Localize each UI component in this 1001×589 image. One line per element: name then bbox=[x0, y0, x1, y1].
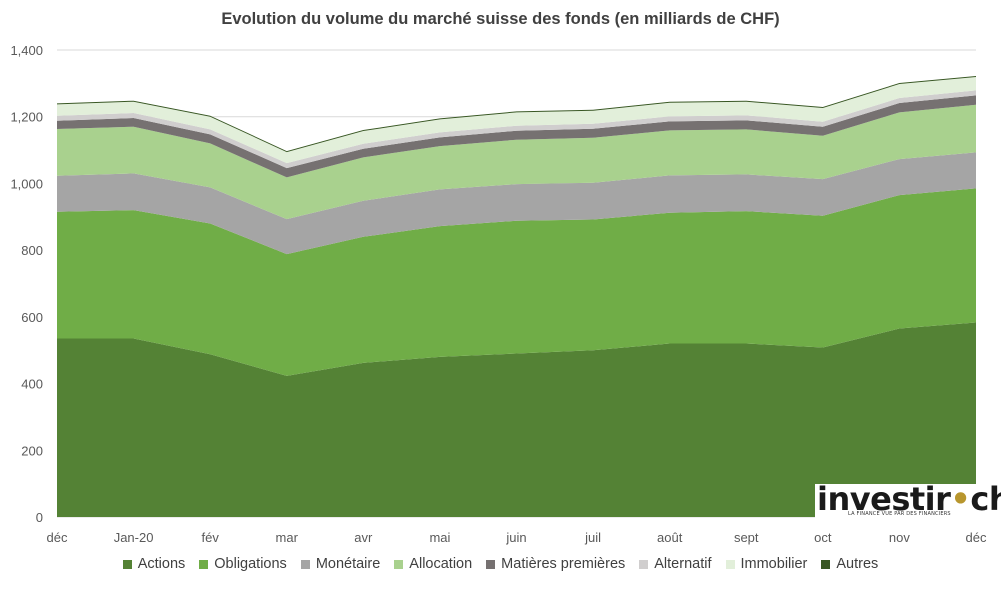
legend-label: Monétaire bbox=[315, 556, 381, 572]
x-tick-label: juin bbox=[505, 530, 526, 545]
y-tick-label: 1,200 bbox=[10, 110, 43, 125]
legend-item: Allocation bbox=[394, 556, 472, 572]
legend-swatch bbox=[725, 559, 735, 569]
legend-swatch bbox=[300, 559, 310, 569]
area-monetaire bbox=[57, 152, 976, 255]
y-tick-label: 1,000 bbox=[10, 176, 43, 191]
x-tick-label: août bbox=[657, 530, 683, 545]
legend-label: Matières premières bbox=[501, 556, 626, 572]
legend-item: Autres bbox=[821, 556, 878, 572]
y-tick-label: 400 bbox=[21, 377, 43, 392]
x-tick-label: Jan-20 bbox=[114, 530, 154, 545]
x-tick-label: déc bbox=[966, 530, 987, 545]
x-tick-label: mar bbox=[276, 530, 299, 545]
x-tick-label: sept bbox=[734, 530, 759, 545]
legend-swatch bbox=[394, 559, 404, 569]
legend-label: Actions bbox=[137, 556, 186, 572]
area-actions bbox=[57, 322, 976, 517]
x-tick-label: oct bbox=[814, 530, 832, 545]
legend-swatch bbox=[639, 559, 649, 569]
legend-swatch bbox=[199, 559, 209, 569]
investir-logo: investir•ch LA FINANCE VUE PAR DES FINAN… bbox=[815, 480, 1001, 520]
legend-swatch bbox=[821, 559, 831, 569]
y-tick-label: 0 bbox=[36, 510, 43, 525]
chart-legend: Actions Obligations Monétaire Allocation Mat… bbox=[0, 556, 1001, 572]
x-tick-label: juil bbox=[584, 530, 601, 545]
x-tick-label: fév bbox=[201, 530, 219, 545]
legend-item: Immobilier bbox=[725, 556, 808, 572]
x-tick-label: nov bbox=[889, 530, 910, 545]
legend-swatch bbox=[122, 559, 132, 569]
legend-label: Autres bbox=[836, 556, 879, 572]
y-tick-label: 800 bbox=[21, 243, 43, 258]
area-immobilier bbox=[57, 77, 976, 164]
legend-item: Monétaire bbox=[300, 556, 381, 572]
legend-label: Alternatif bbox=[654, 556, 712, 572]
y-tick-label: 1,400 bbox=[10, 43, 43, 58]
area-matieres-premieres bbox=[57, 95, 976, 178]
legend-label: Allocation bbox=[409, 556, 473, 572]
area-alternatif bbox=[57, 90, 976, 169]
area-allocation bbox=[57, 104, 976, 220]
legend-item: Actions bbox=[122, 556, 186, 572]
x-tick-label: avr bbox=[354, 530, 373, 545]
legend-label: Obligations bbox=[214, 556, 287, 572]
x-tick-label: mai bbox=[429, 530, 450, 545]
chart-title: Evolution du volume du marché suisse des… bbox=[221, 10, 780, 28]
legend-item: Obligations bbox=[199, 556, 287, 572]
y-tick-label: 600 bbox=[21, 310, 43, 325]
legend-item: Matières premières bbox=[486, 556, 625, 572]
logo-tagline: LA FINANCE VUE PAR DES FINANCIERS bbox=[848, 511, 951, 517]
area-obligations bbox=[57, 188, 976, 376]
x-tick-label: déc bbox=[47, 530, 68, 545]
legend-label: Immobilier bbox=[740, 556, 808, 572]
y-tick-label: 200 bbox=[21, 443, 43, 458]
legend-item: Alternatif bbox=[639, 556, 712, 572]
logo-wordmark: investir•ch bbox=[817, 480, 1001, 518]
legend-swatch bbox=[486, 559, 496, 569]
